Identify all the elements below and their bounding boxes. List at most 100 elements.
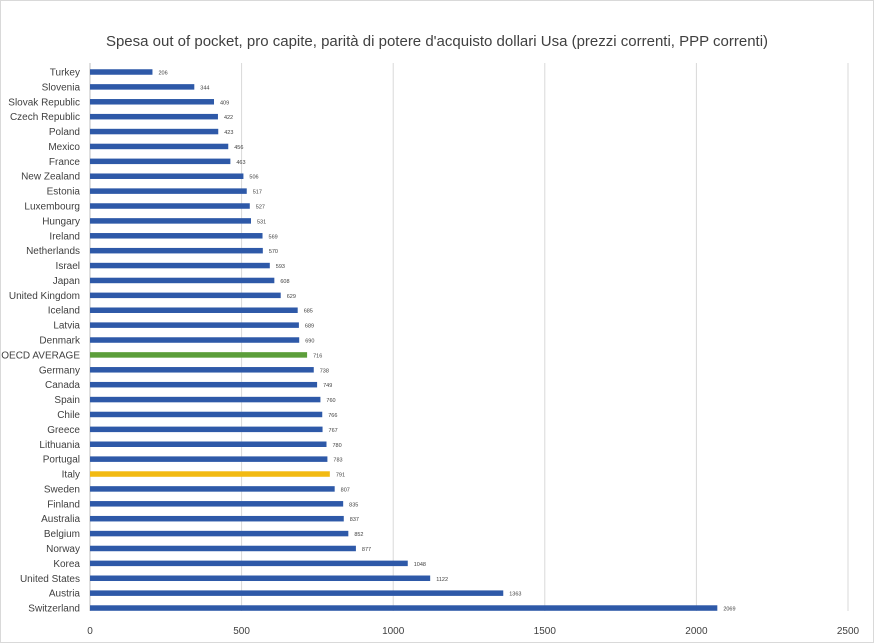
value-label: 738	[320, 368, 329, 374]
bar	[90, 396, 321, 403]
value-label: 422	[224, 115, 233, 121]
category-label: Estonia	[47, 187, 81, 198]
value-label: 1122	[436, 577, 448, 583]
category-label: Austria	[49, 589, 81, 600]
category-label: Italy	[62, 470, 80, 481]
bar	[90, 441, 327, 447]
category-label: Sweden	[44, 484, 80, 495]
value-label: 791	[336, 473, 345, 479]
value-label: 689	[305, 324, 314, 330]
bar	[90, 113, 218, 120]
category-label: Korea	[53, 559, 80, 570]
bar	[90, 560, 408, 567]
value-label: 206	[158, 71, 167, 77]
value-label: 463	[236, 160, 245, 166]
bar	[90, 203, 250, 209]
category-label: Lithuania	[39, 440, 80, 451]
bar	[90, 307, 298, 313]
category-label: Netherlands	[26, 246, 80, 257]
value-label: 527	[256, 205, 265, 211]
category-label: Belgium	[44, 529, 80, 540]
x-tick-label: 2000	[685, 626, 708, 637]
bar	[90, 233, 263, 239]
category-label: Switzerland	[28, 604, 80, 615]
category-label: Chile	[57, 410, 80, 421]
bar	[90, 367, 314, 373]
category-label: Czech Republic	[10, 112, 80, 123]
value-label: 531	[257, 219, 266, 225]
x-tick-label: 2500	[837, 626, 860, 637]
category-label: Latvia	[53, 321, 80, 332]
category-label: Iceland	[48, 306, 80, 317]
bar	[90, 352, 308, 358]
bar	[90, 426, 323, 433]
category-label: Slovenia	[42, 82, 81, 93]
bar	[90, 262, 270, 269]
category-label: Denmark	[39, 336, 81, 347]
category-label: Japan	[53, 276, 80, 287]
bar	[90, 381, 318, 388]
bar	[90, 501, 344, 507]
bar	[90, 99, 215, 105]
value-label: 780	[332, 443, 341, 449]
value-label: 749	[323, 383, 332, 389]
value-label: 409	[220, 100, 229, 106]
category-label: Portugal	[43, 455, 80, 466]
value-label: 2069	[723, 607, 735, 613]
x-tick-label: 1000	[382, 626, 405, 637]
value-label: 593	[276, 264, 285, 270]
value-label: 837	[350, 517, 359, 523]
category-label: New Zealand	[21, 172, 80, 183]
value-label: 506	[249, 175, 258, 181]
bar	[90, 173, 244, 179]
category-label: Canada	[45, 380, 80, 391]
bar	[90, 277, 275, 284]
value-label: 690	[305, 339, 314, 345]
category-label: Israel	[56, 261, 80, 272]
category-label: Turkey	[50, 68, 80, 79]
category-label: United States	[20, 574, 80, 585]
bar	[90, 605, 718, 611]
value-label: 570	[269, 249, 278, 255]
x-tick-label: 500	[233, 626, 250, 637]
bar	[90, 69, 153, 75]
value-label: 766	[328, 413, 337, 419]
x-tick-label: 0	[87, 626, 93, 637]
category-label: Norway	[46, 544, 80, 555]
category-label: OECD AVERAGE	[1, 350, 80, 361]
bar	[90, 292, 281, 299]
value-label: 852	[354, 532, 363, 538]
value-label: 456	[234, 145, 243, 151]
category-label: Australia	[41, 514, 80, 525]
category-label: Greece	[47, 425, 80, 436]
category-label: United Kingdom	[9, 291, 80, 302]
bar	[90, 515, 344, 522]
bar	[90, 337, 300, 343]
value-label: 1363	[509, 592, 521, 598]
value-label: 608	[280, 279, 289, 285]
bar	[90, 411, 323, 418]
bar	[90, 471, 330, 477]
value-label: 877	[362, 547, 371, 553]
value-label: 767	[329, 428, 338, 434]
bar	[90, 128, 219, 135]
value-label: 807	[341, 487, 350, 493]
value-label: 629	[287, 294, 296, 300]
bar	[90, 545, 356, 552]
category-label: Poland	[49, 127, 80, 138]
category-label: Finland	[47, 499, 80, 510]
value-label: 783	[333, 458, 342, 464]
value-label: 423	[224, 130, 233, 136]
chart-title: Spesa out of pocket, pro capite, parità …	[105, 33, 769, 50]
category-label: Luxembourg	[24, 202, 80, 213]
category-label: Slovak Republic	[8, 97, 80, 108]
value-label: 716	[313, 353, 322, 359]
x-tick-label: 1500	[534, 626, 557, 637]
bar	[90, 158, 231, 165]
value-label: 344	[200, 85, 209, 91]
value-label: 569	[269, 234, 278, 240]
value-label: 760	[326, 398, 335, 404]
bar	[90, 456, 328, 462]
bar	[90, 188, 247, 194]
